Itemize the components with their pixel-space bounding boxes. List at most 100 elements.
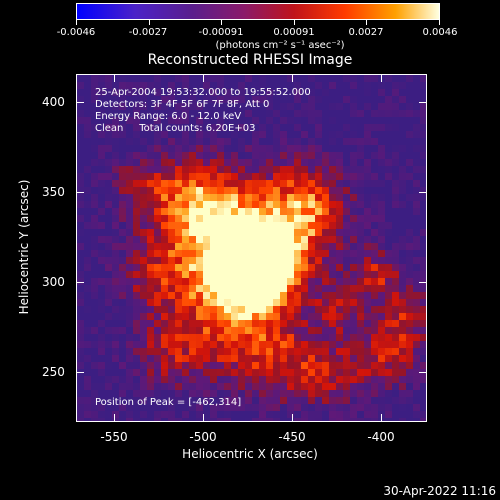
heatmap-cell (119, 383, 126, 390)
heatmap-cell (280, 334, 287, 341)
heatmap-cell (112, 397, 119, 404)
heatmap-cell (189, 229, 196, 236)
heatmap-cell (77, 264, 84, 271)
image-plot[interactable]: 25-Apr-2004 19:53:32.000 to 19:55:52.000… (76, 74, 427, 422)
heatmap-cell (112, 278, 119, 285)
heatmap-cell (175, 341, 182, 348)
heatmap-cell (287, 152, 294, 159)
heatmap-cell (322, 180, 329, 187)
heatmap-cell (357, 250, 364, 257)
heatmap-cell (126, 397, 133, 404)
heatmap-cell (196, 131, 203, 138)
heatmap-cell (364, 110, 371, 117)
heatmap-cell (245, 138, 252, 145)
heatmap-cell (350, 306, 357, 313)
heatmap-cell (336, 257, 343, 264)
heatmap-cell (252, 131, 259, 138)
y-tick (76, 372, 84, 373)
heatmap-cell (392, 117, 399, 124)
heatmap-cell (161, 334, 168, 341)
heatmap-cell (210, 208, 217, 215)
heatmap-cell (343, 173, 350, 180)
heatmap-cell (161, 362, 168, 369)
heatmap-cell (147, 96, 154, 103)
heatmap-cell (322, 89, 329, 96)
heatmap-cell (385, 208, 392, 215)
heatmap-cell (91, 117, 98, 124)
heatmap-cell (119, 271, 126, 278)
heatmap-cell (315, 138, 322, 145)
heatmap-cell (77, 397, 84, 404)
heatmap-cell (329, 187, 336, 194)
heatmap-cell (252, 306, 259, 313)
heatmap-cell (378, 292, 385, 299)
heatmap-cell (350, 355, 357, 362)
heatmap-cell (154, 229, 161, 236)
heatmap-cell (84, 89, 91, 96)
heatmap-cell (273, 404, 280, 411)
heatmap-cell (210, 320, 217, 327)
heatmap-cell (399, 159, 406, 166)
heatmap-canvas[interactable] (77, 75, 426, 421)
heatmap-cell (287, 341, 294, 348)
heatmap-cell (126, 362, 133, 369)
heatmap-cell (385, 362, 392, 369)
heatmap-cell (175, 75, 182, 82)
heatmap-cell (203, 229, 210, 236)
heatmap-cell (266, 271, 273, 278)
heatmap-cell (147, 166, 154, 173)
heatmap-cell (294, 271, 301, 278)
heatmap-cell (364, 320, 371, 327)
heatmap-cell (315, 180, 322, 187)
heatmap-cell (301, 159, 308, 166)
heatmap-cell (196, 152, 203, 159)
heatmap-cell (98, 383, 105, 390)
heatmap-cell (399, 362, 406, 369)
heatmap-cell (273, 180, 280, 187)
heatmap-cell (126, 404, 133, 411)
heatmap-cell (301, 257, 308, 264)
heatmap-cell (315, 264, 322, 271)
chart-title: Reconstructed RHESSI Image (147, 52, 353, 68)
heatmap-cell (245, 327, 252, 334)
heatmap-cell (399, 327, 406, 334)
heatmap-cell (203, 376, 210, 383)
heatmap-cell (84, 159, 91, 166)
heatmap-cell (189, 376, 196, 383)
heatmap-cell (203, 383, 210, 390)
heatmap-cell (350, 313, 357, 320)
heatmap-cell (84, 404, 91, 411)
heatmap-cell (189, 194, 196, 201)
heatmap-cell (98, 376, 105, 383)
heatmap-cell (91, 292, 98, 299)
heatmap-cell (329, 390, 336, 397)
heatmap-cell (196, 271, 203, 278)
heatmap-cell (406, 96, 413, 103)
heatmap-cell (203, 355, 210, 362)
heatmap-cell (266, 369, 273, 376)
heatmap-cell (196, 236, 203, 243)
heatmap-cell (357, 411, 364, 418)
heatmap-cell (273, 187, 280, 194)
heatmap-cell (112, 306, 119, 313)
heatmap-cell (140, 82, 147, 89)
heatmap-cell (210, 306, 217, 313)
heatmap-cell (154, 390, 161, 397)
heatmap-cell (196, 397, 203, 404)
heatmap-cell (112, 131, 119, 138)
heatmap-cell (182, 299, 189, 306)
heatmap-cell (168, 103, 175, 110)
heatmap-cell (245, 257, 252, 264)
heatmap-cell (182, 348, 189, 355)
heatmap-cell (280, 264, 287, 271)
heatmap-cell (252, 110, 259, 117)
heatmap-cell (413, 334, 420, 341)
heatmap-cell (91, 334, 98, 341)
heatmap-cell (350, 208, 357, 215)
heatmap-cell (266, 292, 273, 299)
heatmap-cell (182, 334, 189, 341)
heatmap-cell (385, 229, 392, 236)
heatmap-cell (308, 320, 315, 327)
heatmap-cell (189, 201, 196, 208)
heatmap-cell (322, 96, 329, 103)
